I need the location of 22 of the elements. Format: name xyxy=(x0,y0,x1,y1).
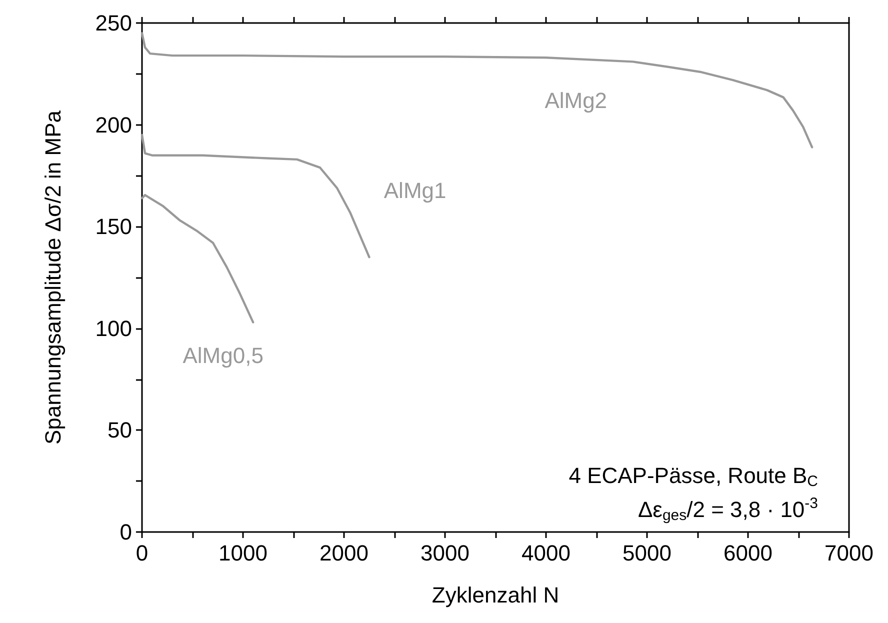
series-label: AlMg1 xyxy=(384,178,446,203)
line-series xyxy=(140,194,254,324)
x-tick-label: 0 xyxy=(136,540,148,566)
y-tick-label: 150 xyxy=(95,214,132,240)
x-tick-label: 6000 xyxy=(724,540,772,566)
x-tick-label: 2000 xyxy=(320,540,368,566)
x-tick-label: 1000 xyxy=(218,540,268,566)
y-tick-label: 100 xyxy=(95,316,132,341)
series-label: AlMg0,5 xyxy=(182,342,264,368)
x-tick-label: 7000 xyxy=(824,540,874,566)
y-tick-label: 200 xyxy=(95,112,132,138)
x-tick-label: 5000 xyxy=(622,540,672,566)
y-axis-title: Spannungsamplitude Δσ/2 in MPa xyxy=(40,110,66,445)
series-label: AlMg2 xyxy=(544,88,608,114)
x-axis-title: Zyklenzahl N xyxy=(432,582,560,608)
line-series xyxy=(140,32,814,148)
y-tick-label: 250 xyxy=(95,10,132,36)
y-tick-label: 50 xyxy=(108,418,132,443)
y-tick-label: 0 xyxy=(120,520,132,544)
line-series xyxy=(140,134,370,258)
x-tick-label: 4000 xyxy=(522,540,570,566)
x-tick-label: 3000 xyxy=(420,540,470,566)
